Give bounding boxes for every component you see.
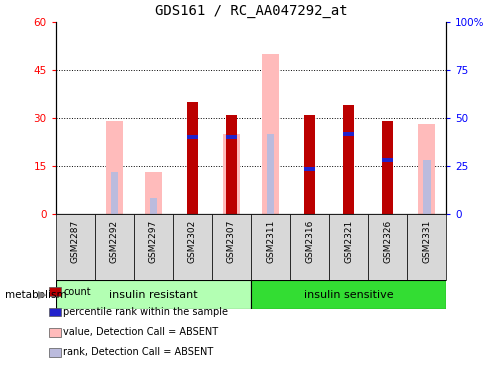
Bar: [56, 280, 251, 309]
Bar: [212, 214, 251, 280]
Bar: [149, 198, 157, 214]
Bar: [223, 134, 239, 214]
Bar: [186, 135, 197, 139]
Bar: [251, 280, 445, 309]
Text: ▶: ▶: [37, 290, 46, 300]
Bar: [106, 121, 122, 214]
Text: GSM2316: GSM2316: [304, 219, 314, 263]
Bar: [134, 214, 173, 280]
Text: GSM2307: GSM2307: [227, 219, 236, 263]
Bar: [381, 121, 393, 214]
Bar: [381, 158, 393, 162]
Bar: [145, 172, 161, 214]
Text: percentile rank within the sample: percentile rank within the sample: [63, 307, 227, 317]
Text: count: count: [63, 287, 91, 297]
Bar: [329, 214, 367, 280]
Bar: [226, 135, 237, 139]
Text: GSM2331: GSM2331: [421, 219, 430, 263]
Text: insulin resistant: insulin resistant: [109, 290, 197, 300]
Bar: [407, 214, 445, 280]
Text: metabolism: metabolism: [5, 290, 66, 300]
Bar: [226, 115, 237, 214]
Bar: [289, 214, 329, 280]
Bar: [110, 172, 118, 214]
Bar: [418, 124, 434, 214]
Bar: [251, 214, 289, 280]
Bar: [367, 214, 407, 280]
Text: GSM2326: GSM2326: [382, 219, 392, 263]
Title: GDS161 / RC_AA047292_at: GDS161 / RC_AA047292_at: [154, 4, 347, 18]
Text: rank, Detection Call = ABSENT: rank, Detection Call = ABSENT: [63, 347, 213, 357]
Text: GSM2292: GSM2292: [109, 219, 119, 262]
Text: GSM2302: GSM2302: [187, 219, 197, 263]
Text: insulin sensitive: insulin sensitive: [303, 290, 393, 300]
Bar: [173, 214, 212, 280]
Bar: [342, 132, 353, 136]
Bar: [303, 115, 315, 214]
Text: GSM2297: GSM2297: [149, 219, 158, 263]
Text: value, Detection Call = ABSENT: value, Detection Call = ABSENT: [63, 327, 218, 337]
Bar: [303, 167, 315, 171]
Bar: [186, 102, 197, 214]
Bar: [422, 160, 430, 214]
Bar: [56, 214, 95, 280]
Text: GSM2287: GSM2287: [71, 219, 80, 263]
Text: GSM2321: GSM2321: [343, 219, 352, 263]
Bar: [266, 134, 274, 214]
Text: GSM2311: GSM2311: [265, 219, 274, 263]
Bar: [262, 54, 278, 214]
Bar: [95, 214, 134, 280]
Bar: [342, 105, 353, 214]
